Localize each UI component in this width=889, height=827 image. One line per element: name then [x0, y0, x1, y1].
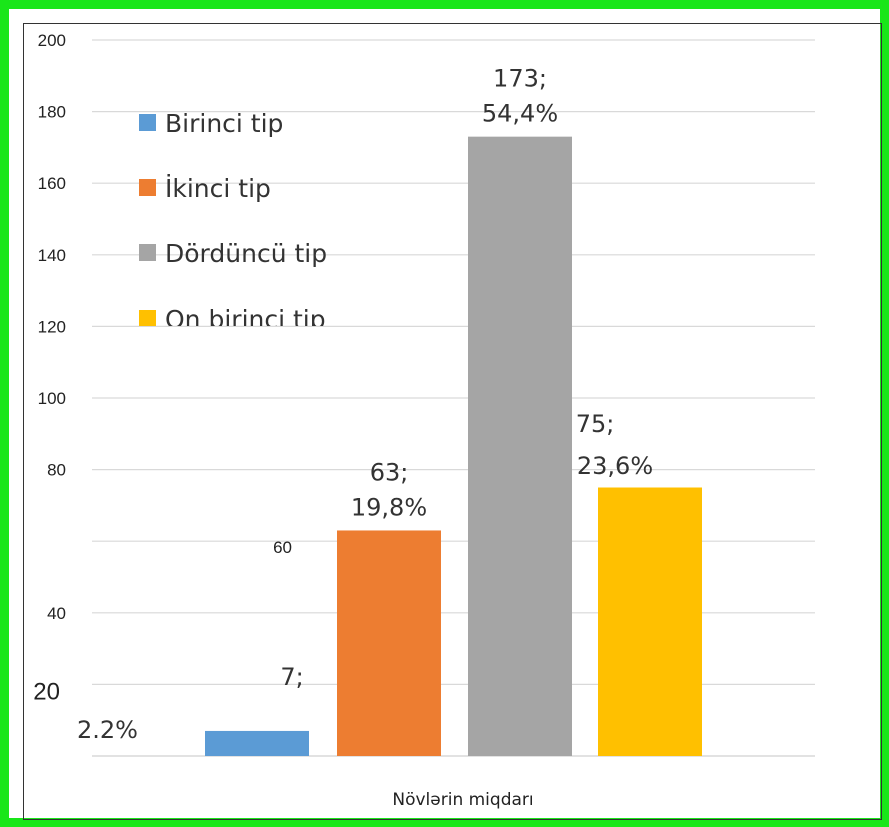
y-tick-label: 200 — [38, 31, 66, 50]
legend: Birinci tip İkinci tip Dördüncü tip On biri… — [139, 109, 327, 334]
data-label-value: 63; — [370, 458, 409, 486]
data-label-value: 75; — [576, 410, 615, 438]
legend-swatch — [139, 310, 156, 326]
y-tick-label: 140 — [38, 246, 66, 265]
bar — [337, 530, 441, 756]
bar — [598, 487, 702, 756]
grid-lines — [92, 39, 815, 757]
x-axis-label: Növlərin miqdarı — [392, 790, 533, 810]
y-tick-label: 40 — [47, 604, 66, 623]
y-axis-ticks: 20 40 60 80 100 120 140 160 180 200 — [33, 31, 292, 705]
bar — [468, 136, 572, 756]
data-label-percent: 2.2% — [77, 716, 138, 744]
y-tick-label: 60 — [273, 538, 292, 557]
y-tick-label: 120 — [38, 317, 66, 336]
data-label-percent: 19,8% — [351, 493, 427, 521]
legend-swatch — [139, 114, 156, 131]
y-tick-label: 80 — [47, 461, 66, 480]
legend-label: Birinci tip — [165, 109, 283, 138]
y-tick-label: 20 — [33, 678, 60, 705]
y-tick-label: 100 — [38, 389, 66, 408]
data-label-percent: 23,6% — [577, 452, 653, 480]
bars — [205, 136, 702, 756]
legend-swatch — [139, 179, 156, 196]
legend-label: On birinci tip — [165, 305, 326, 334]
data-label-value: 173; — [493, 65, 547, 93]
data-labels: 7; 2.2% 63; 19,8% 173; 54,4% 75; 23,6% — [77, 65, 653, 744]
data-label-percent: 54,4% — [482, 100, 558, 128]
chart-area — [23, 23, 882, 820]
legend-items: Birinci tip İkinci tip Dördüncü tip On biri… — [139, 109, 327, 334]
bar — [205, 730, 309, 756]
legend-label: Dördüncü tip — [165, 239, 327, 268]
y-tick-label: 180 — [38, 103, 66, 122]
legend-label: İkinci tip — [165, 174, 271, 203]
y-tick-label: 160 — [38, 174, 66, 193]
data-label-value: 7; — [280, 663, 303, 691]
legend-swatch — [139, 244, 156, 261]
